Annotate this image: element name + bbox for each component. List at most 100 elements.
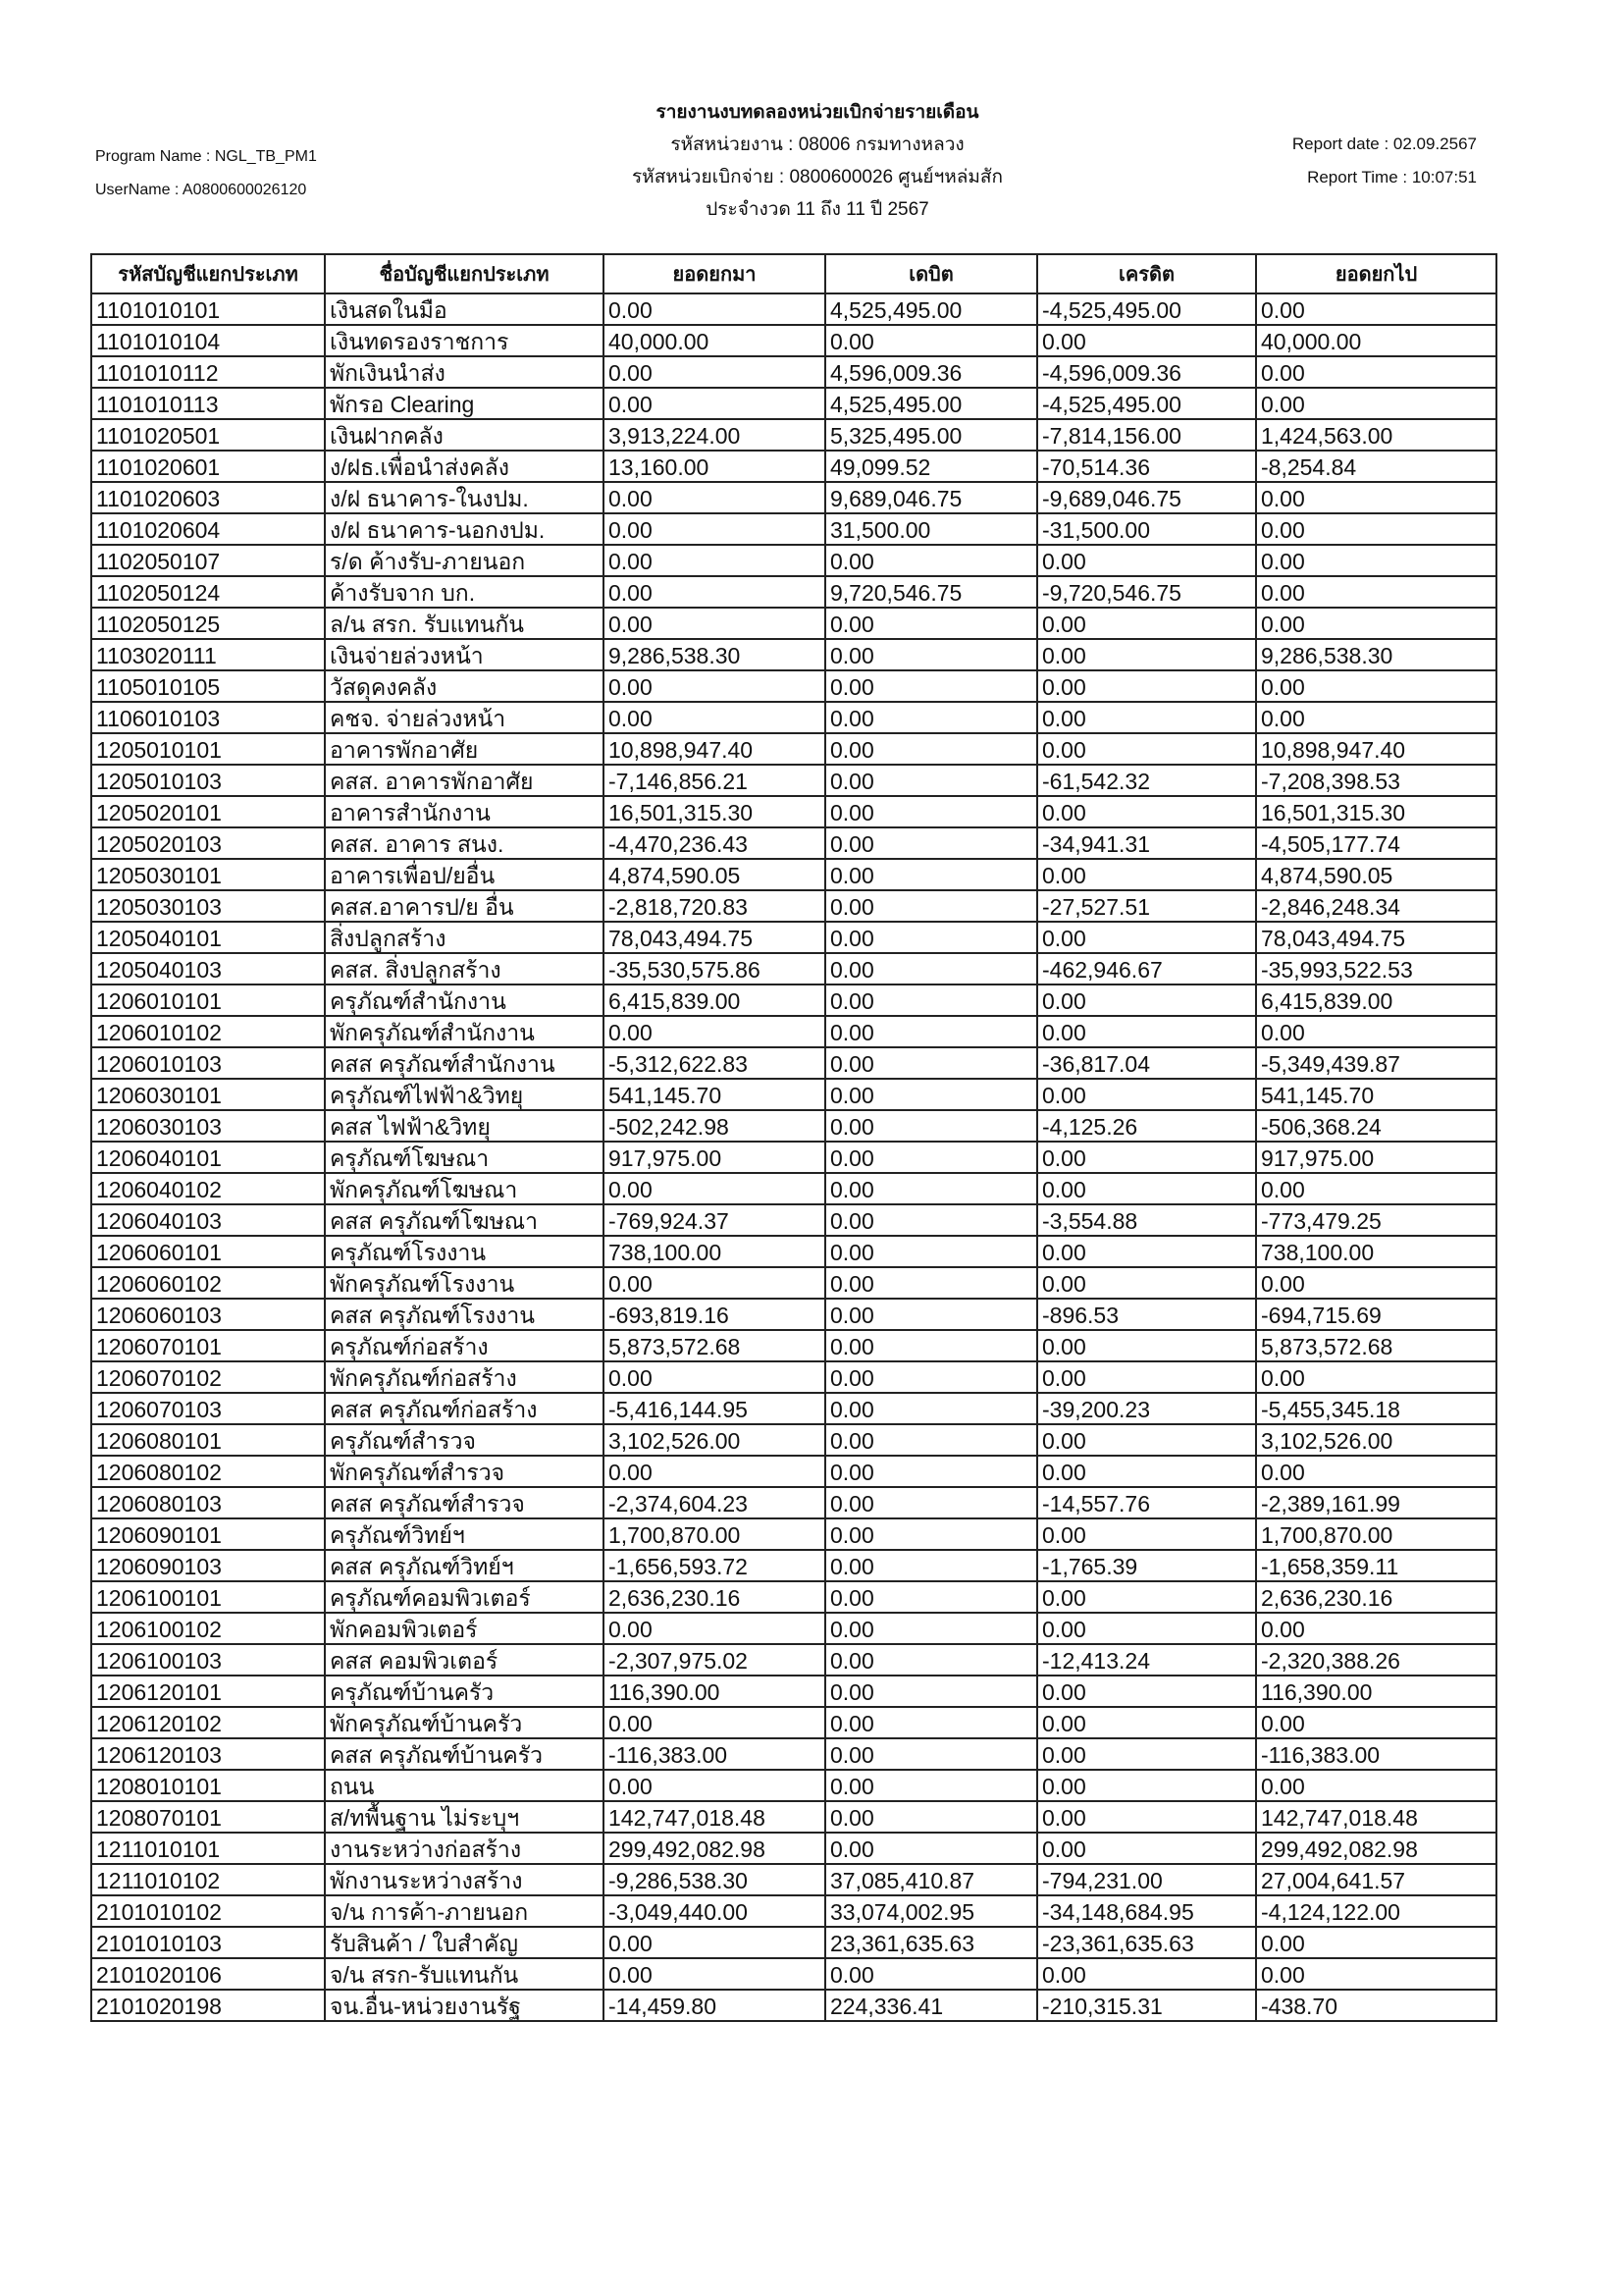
cell-balance-carried: 0.00: [1255, 355, 1497, 389]
cell-account-name: พักครุภัณฑ์สำนักงาน: [324, 1015, 604, 1048]
cell-account-name: พักงานระหว่างสร้าง: [324, 1863, 604, 1896]
table-row: 1205040101 สิ่งปลูกสร้าง 78,043,494.75 0.00…: [90, 921, 1497, 954]
cell-account-name: คสส. อาคารพักอาศัย: [324, 764, 604, 797]
cell-balance-carried: 78,043,494.75: [1255, 921, 1497, 954]
cell-credit: 0.00: [1036, 858, 1257, 891]
cell-account-code: 1206120102: [90, 1706, 326, 1739]
table-row: 1206080103 คสส ครุภัณฑ์สำรวจ -2,374,604.23…: [90, 1486, 1497, 1519]
cell-balance-carried: 0.00: [1255, 512, 1497, 546]
cell-credit: -1,765.39: [1036, 1549, 1257, 1582]
cell-account-name: คสส.อาคารป/ย อื่น: [324, 889, 604, 923]
cell-balance-forward: 0.00: [602, 1455, 826, 1488]
cell-debit: 0.00: [824, 1486, 1038, 1519]
cell-balance-forward: -9,286,538.30: [602, 1863, 826, 1896]
cell-balance-carried: -8,254.84: [1255, 450, 1497, 483]
table-row: 1101020501 เงินฝากคลัง 3,913,224.00 5,325,4…: [90, 418, 1497, 452]
cell-account-name: ล/น สรก. รับแทนกัน: [324, 607, 604, 640]
program-name: Program Name : NGL_TB_PM1: [95, 148, 317, 165]
cell-account-name: คสส. สิ่งปลูกสร้าง: [324, 952, 604, 985]
cell-account-code: 1206010102: [90, 1015, 326, 1048]
cell-balance-carried: 9,286,538.30: [1255, 638, 1497, 671]
cell-account-name: อาคารเพื่อป/ยอื่น: [324, 858, 604, 891]
table-row: 1101010112 พักเงินนำส่ง 0.00 4,596,009.36 -4…: [90, 355, 1497, 389]
cell-debit: 0.00: [824, 1141, 1038, 1174]
cell-debit: 0.00: [824, 1612, 1038, 1645]
cell-balance-carried: -5,349,439.87: [1255, 1046, 1497, 1080]
cell-account-name: คสส ครุภัณฑ์ก่อสร้าง: [324, 1392, 604, 1425]
table-row: 1206060101 ครุภัณฑ์โรงงาน 738,100.00 0.00 0.…: [90, 1235, 1497, 1268]
cell-account-name: ครุภัณฑ์ก่อสร้าง: [324, 1329, 604, 1362]
cell-account-code: 1206070103: [90, 1392, 326, 1425]
cell-balance-forward: 0.00: [602, 701, 826, 734]
cell-balance-carried: 116,390.00: [1255, 1675, 1497, 1708]
table-row: 1206070103 คสส ครุภัณฑ์ก่อสร้าง -5,416,144…: [90, 1392, 1497, 1425]
cell-balance-carried: -2,846,248.34: [1255, 889, 1497, 923]
cell-account-code: 1205020103: [90, 826, 326, 860]
cell-debit: 0.00: [824, 921, 1038, 954]
cell-account-code: 1206100103: [90, 1643, 326, 1676]
cell-account-code: 1208010101: [90, 1769, 326, 1802]
cell-balance-carried: 0.00: [1255, 544, 1497, 577]
table-row: 1206100101 ครุภัณฑ์คอมพิวเตอร์ 2,636,230.1…: [90, 1580, 1497, 1614]
cell-balance-forward: 5,873,572.68: [602, 1329, 826, 1362]
col-account-name: ชื่อบัญชีแยกประเภท: [324, 253, 604, 294]
cell-balance-carried: 0.00: [1255, 1172, 1497, 1205]
cell-balance-carried: -35,993,522.53: [1255, 952, 1497, 985]
cell-account-code: 1206120101: [90, 1675, 326, 1708]
cell-account-name: ส/ทพื้นฐาน ไม่ระบุฯ: [324, 1800, 604, 1834]
cell-account-code: 1206060102: [90, 1266, 326, 1300]
cell-account-code: 1206030103: [90, 1109, 326, 1143]
col-balance-forward: ยอดยกมา: [602, 253, 826, 294]
col-debit: เดบิต: [824, 253, 1038, 294]
cell-account-name: รับสินค้า / ใบสำคัญ: [324, 1926, 604, 1959]
cell-debit: 0.00: [824, 701, 1038, 734]
cell-balance-forward: 0.00: [602, 1015, 826, 1048]
cell-account-name: พักเงินนำส่ง: [324, 355, 604, 389]
cell-account-code: 1101020601: [90, 450, 326, 483]
table-row: 1206080101 ครุภัณฑ์สำรวจ 3,102,526.00 0.00 0…: [90, 1423, 1497, 1457]
cell-balance-carried: 299,492,082.98: [1255, 1832, 1497, 1865]
cell-debit: 31,500.00: [824, 512, 1038, 546]
cell-balance-forward: 0.00: [602, 1266, 826, 1300]
cell-account-code: 1206010101: [90, 984, 326, 1017]
cell-balance-carried: -694,715.69: [1255, 1298, 1497, 1331]
cell-account-name: ครุภัณฑ์สำนักงาน: [324, 984, 604, 1017]
cell-account-name: ครุภัณฑ์วิทย์ฯ: [324, 1517, 604, 1551]
cell-credit: 0.00: [1036, 1517, 1257, 1551]
cell-debit: 0.00: [824, 1517, 1038, 1551]
table-row: 1205010103 คสส. อาคารพักอาศัย -7,146,856.2…: [90, 764, 1497, 797]
cell-debit: 0.00: [824, 1769, 1038, 1802]
cell-balance-carried: 541,145.70: [1255, 1078, 1497, 1111]
cell-balance-forward: 917,975.00: [602, 1141, 826, 1174]
cell-balance-carried: -2,389,161.99: [1255, 1486, 1497, 1519]
cell-account-code: 1206060101: [90, 1235, 326, 1268]
cell-debit: 0.00: [824, 1737, 1038, 1771]
table-row: 1101020604 ง/ฝ ธนาคาร-นอกงปม. 0.00 31,500.0…: [90, 512, 1497, 546]
cell-balance-forward: 78,043,494.75: [602, 921, 826, 954]
cell-credit: 0.00: [1036, 1455, 1257, 1488]
cell-balance-forward: 0.00: [602, 293, 826, 326]
cell-debit: 33,074,002.95: [824, 1894, 1038, 1928]
cell-balance-forward: 0.00: [602, 355, 826, 389]
table-row: 1206120103 คสส ครุภัณฑ์บ้านครัว -116,383.0…: [90, 1737, 1497, 1771]
cell-balance-forward: 0.00: [602, 1706, 826, 1739]
table-body: 1101010101 เงินสดในมือ 0.00 4,525,495.00 -4,…: [90, 293, 1497, 2022]
cell-balance-carried: 1,700,870.00: [1255, 1517, 1497, 1551]
cell-balance-carried: -1,658,359.11: [1255, 1549, 1497, 1582]
table-row: 1205030103 คสส.อาคารป/ย อื่น -2,818,720.83…: [90, 889, 1497, 923]
cell-credit: -31,500.00: [1036, 512, 1257, 546]
cell-account-name: พักครุภัณฑ์ก่อสร้าง: [324, 1360, 604, 1394]
cell-balance-forward: 0.00: [602, 1612, 826, 1645]
cell-account-name: อาคารสำนักงาน: [324, 795, 604, 828]
cell-balance-carried: 0.00: [1255, 1612, 1497, 1645]
disbursing-unit: รหัสหน่วยเบิกจ่าย : 0800600026 ศูนย์ฯหล่…: [631, 167, 1004, 187]
cell-debit: 0.00: [824, 1800, 1038, 1834]
table-header-row: รหัสบัญชีแยกประเภท ชื่อบัญชีแยกประเภท ยอ…: [90, 253, 1497, 294]
cell-credit: -36,817.04: [1036, 1046, 1257, 1080]
cell-debit: 0.00: [824, 795, 1038, 828]
cell-credit: 0.00: [1036, 921, 1257, 954]
cell-credit: 0.00: [1036, 1015, 1257, 1048]
cell-balance-forward: -3,049,440.00: [602, 1894, 826, 1928]
cell-account-code: 1101010113: [90, 387, 326, 420]
cell-account-name: ถนน: [324, 1769, 604, 1802]
